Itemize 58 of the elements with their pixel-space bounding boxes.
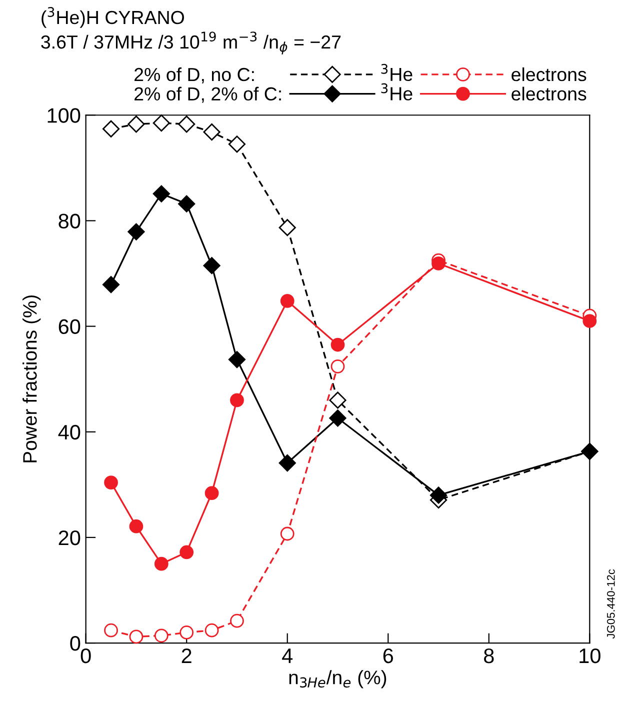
point bbox=[129, 630, 144, 644]
point bbox=[180, 626, 194, 640]
y-tick-label: 100 bbox=[48, 108, 80, 123]
y-tick-label: 0 bbox=[70, 636, 80, 651]
chart-title: ($^{3}$He)H CYRANO bbox=[42, 7, 184, 28]
point bbox=[203, 123, 220, 141]
point bbox=[582, 314, 597, 328]
point bbox=[152, 114, 170, 132]
point bbox=[104, 623, 118, 638]
point bbox=[102, 120, 120, 138]
point bbox=[280, 526, 294, 541]
text: JG05.440-12c bbox=[606, 569, 615, 639]
text: 2% of D, no C: bbox=[134, 67, 254, 84]
point bbox=[280, 294, 294, 308]
y-tick-label: 40 bbox=[58, 424, 80, 440]
y-tick-label: 20 bbox=[58, 530, 80, 546]
point bbox=[330, 338, 345, 352]
point bbox=[230, 614, 244, 628]
point bbox=[154, 628, 168, 643]
point bbox=[230, 393, 244, 408]
x-tick-label: 2 bbox=[182, 648, 192, 663]
y-tick-label: 80 bbox=[58, 214, 80, 228]
point bbox=[228, 136, 246, 153]
x-tick-label: 10 bbox=[580, 648, 600, 664]
point bbox=[278, 454, 296, 472]
point bbox=[128, 223, 145, 240]
point bbox=[228, 350, 246, 368]
point bbox=[278, 219, 296, 236]
point bbox=[204, 623, 219, 638]
x-tick-label: 8 bbox=[484, 648, 494, 664]
text: 2% of D, 2% of C: bbox=[134, 86, 281, 103]
legend-label: $^{3}$He bbox=[381, 83, 412, 100]
x-tick-label: 0 bbox=[80, 648, 91, 664]
y-axis-title: Power fractions (%) bbox=[22, 295, 41, 462]
point bbox=[432, 256, 446, 270]
legend-label: electrons bbox=[512, 67, 586, 82]
point bbox=[430, 486, 448, 504]
x-tick-label: 6 bbox=[383, 648, 394, 664]
point bbox=[178, 116, 196, 133]
point bbox=[152, 185, 170, 202]
point bbox=[203, 257, 220, 274]
point bbox=[329, 392, 346, 409]
point bbox=[102, 276, 120, 294]
point bbox=[204, 486, 219, 500]
point bbox=[129, 519, 144, 534]
legend-label: electrons bbox=[512, 86, 586, 101]
chart-subtitle: 3.6T / 37MHz /3 10$^{19}$ m$^{−3}$ /n$_{ϕ}$ = −27 bbox=[41, 32, 341, 54]
point bbox=[128, 116, 145, 133]
point bbox=[330, 359, 345, 374]
point bbox=[154, 556, 168, 571]
x-axis-title: n$_{3He}$/n$_{e}$ (%) bbox=[289, 670, 386, 688]
legend-label: $^{3}$He bbox=[381, 64, 412, 82]
x-tick-label: 4 bbox=[282, 648, 293, 663]
point bbox=[329, 410, 346, 427]
point bbox=[178, 195, 196, 212]
y-tick-label: 60 bbox=[58, 319, 80, 334]
point bbox=[180, 545, 194, 560]
point bbox=[104, 476, 118, 490]
